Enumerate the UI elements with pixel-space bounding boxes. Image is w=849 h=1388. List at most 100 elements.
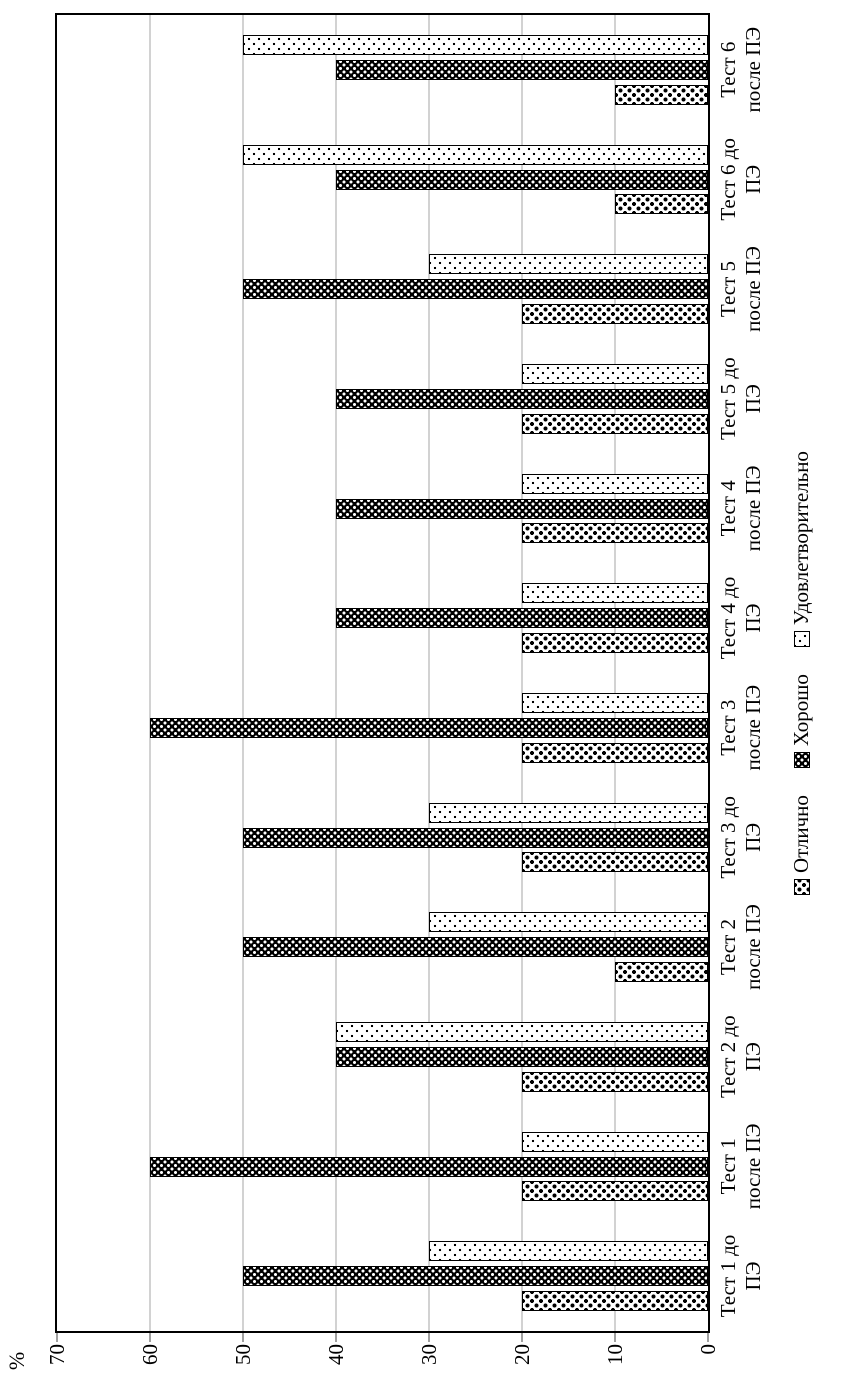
y-tick-mark [707,1333,709,1342]
bar [150,717,708,738]
category-label-line1: Тест 5 [716,260,740,318]
bar [522,304,708,324]
y-tick-mark [149,1333,151,1342]
bar [522,364,708,385]
category-label: Тест 2 после ПЭ [716,892,766,1002]
y-tick-label: 20 [510,1344,534,1365]
category-label-line1: Тест 1 [716,1138,740,1195]
category-label-line1: Тест 6 до [716,138,740,221]
bar [150,1156,708,1177]
category-label-line2: ПЭ [741,1042,765,1072]
bar [336,59,708,80]
category-label: Тест 6 до ПЭ [716,124,766,234]
legend-label: Отлично [789,795,813,873]
bar [336,608,708,629]
bar [336,498,708,519]
category-label: Тест 1 до ПЭ [716,1221,766,1331]
plot-area [55,13,710,1333]
bar [429,912,708,933]
bar [243,144,708,165]
category-label-line1: Тест 3 [716,699,740,756]
category-label-line1: Тест 6 [716,41,740,98]
legend: Отлично Хорошо Удовлетворительно [789,13,814,1333]
bar [615,194,708,215]
category-label-line2: после ПЭ [741,465,765,552]
bar [336,388,708,409]
bar [615,962,708,982]
bar [522,583,708,604]
y-tick-mark [242,1333,244,1342]
bar [429,802,708,823]
bar [522,1181,708,1202]
bar [522,413,708,434]
legend-item: Отлично [789,795,814,895]
bar [429,1241,708,1262]
category-label-line2: ПЭ [741,603,765,633]
category-label-line2: ПЭ [741,384,765,414]
category-label: Тест 5 до ПЭ [716,344,766,454]
bar [336,169,708,190]
y-tick-mark [56,1333,58,1342]
category-label-line1: Тест 2 [716,918,740,976]
bar [243,1266,708,1287]
category-label: Тест 4 до ПЭ [716,563,766,673]
y-tick-label: 40 [324,1344,348,1365]
bar [522,633,708,653]
y-tick-mark [428,1333,430,1342]
category-label: Тест 1 после ПЭ [716,1111,766,1221]
bar [243,937,708,958]
category-label-line2: после ПЭ [741,684,765,771]
category-label: Тест 3 до ПЭ [716,782,766,892]
category-label: Тест 5 после ПЭ [716,234,766,344]
bar [243,827,708,848]
gridline-40 [335,15,337,1331]
bar [522,523,708,544]
category-label-line2: ПЭ [741,1261,765,1291]
y-axis-unit-label: % [4,1351,29,1371]
legend-item: Хорошо [789,674,814,769]
legend-swatch-icon [793,752,810,769]
bar [615,84,708,105]
legend-label: Удовлетворительно [789,451,813,626]
category-label-line1: Тест 3 до [716,796,740,879]
category-label-line2: ПЭ [741,822,765,852]
y-tick-mark [521,1333,523,1342]
category-label-line2: после ПЭ [741,1123,765,1210]
legend-label: Хорошо [789,674,813,747]
category-label-line2: после ПЭ [741,904,765,990]
category-label-line1: Тест 1 до [716,1234,740,1318]
category-label: Тест 6 после ПЭ [716,15,766,125]
category-label: Тест 2 до ПЭ [716,1002,766,1112]
y-tick-label: 60 [138,1344,162,1365]
bar [522,742,708,763]
category-label-line1: Тест 2 до [716,1015,740,1098]
bar [522,1071,708,1092]
bar [522,1131,708,1152]
category-label: Тест 4 после ПЭ [716,453,766,563]
y-tick-mark [335,1333,337,1342]
y-tick-label: 10 [603,1344,627,1365]
legend-swatch-icon [793,631,810,648]
bar [243,279,708,300]
y-tick-label: 70 [45,1344,69,1365]
category-label-line2: после ПЭ [741,246,765,332]
bar [522,852,708,873]
bar [522,473,708,494]
category-label-line1: Тест 4 до [716,576,740,660]
category-label-line1: Тест 5 до [716,357,740,440]
category-label-line1: Тест 4 [716,480,740,537]
y-tick-label: 30 [417,1344,441,1365]
bar [336,1046,708,1067]
gridline-50 [242,15,244,1331]
bar [336,1022,708,1043]
bar [522,1291,708,1311]
category-label-line2: после ПЭ [741,26,765,113]
category-label: Тест 3 после ПЭ [716,673,766,783]
y-tick-mark [614,1333,616,1342]
category-label-line2: ПЭ [741,164,765,194]
bar [522,693,708,714]
bar [429,254,708,275]
gridline-30 [428,15,430,1331]
y-tick-label: 50 [231,1344,255,1365]
